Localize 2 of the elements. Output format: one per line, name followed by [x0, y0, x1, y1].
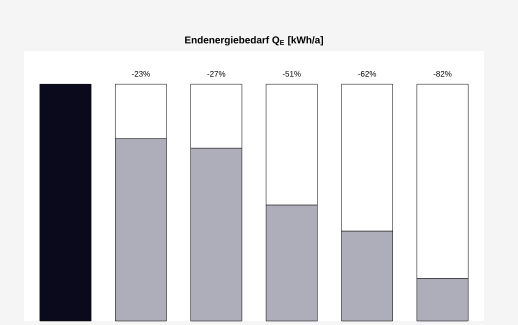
bar [40, 84, 92, 322]
chart-title: Endenergiebedarf Q$_{E}$ [kWh/a] [185, 36, 324, 46]
